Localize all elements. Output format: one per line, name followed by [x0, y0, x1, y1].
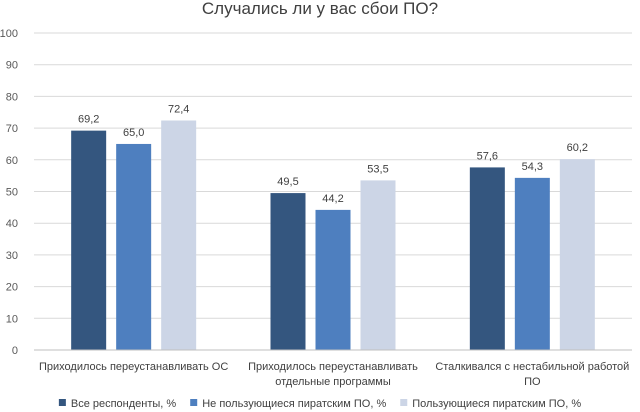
bar — [71, 130, 107, 350]
legend-label: Не пользующиеся пиратским ПО, % — [202, 398, 386, 410]
category-labels: Приходилось переустанавливать ОС Приходил… — [39, 361, 629, 388]
bar — [270, 193, 306, 350]
legend-item: Пользующиеся пиратским ПО, % — [400, 398, 581, 410]
category-label: отдельные программы — [275, 376, 391, 388]
category-label: ПО — [524, 376, 541, 388]
bar — [315, 209, 351, 350]
bar — [360, 180, 396, 350]
y-axis-ticks: 0 10 20 30 40 50 60 70 80 90 100 — [0, 28, 18, 357]
y-tick-label: 40 — [6, 218, 18, 230]
data-label: 44,2 — [322, 193, 343, 205]
y-tick-label: 60 — [6, 155, 18, 167]
legend-item: Не пользующиеся пиратским ПО, % — [190, 398, 386, 410]
y-tick-label: 70 — [6, 123, 18, 135]
data-label: 60,2 — [567, 142, 588, 154]
y-tick-label: 30 — [6, 250, 18, 262]
y-tick-label: 10 — [6, 313, 18, 325]
bars — [71, 120, 595, 350]
y-tick-label: 50 — [6, 187, 18, 199]
legend-swatch — [58, 399, 66, 406]
y-tick-label: 20 — [6, 282, 18, 294]
category-label: Приходилось переустанавливать ОС — [39, 361, 228, 373]
category-label: Приходилось переустанавливать — [248, 361, 418, 373]
y-tick-label: 100 — [0, 28, 18, 40]
legend-item: Все респонденты, % — [58, 398, 177, 410]
bar — [116, 143, 152, 350]
bar — [161, 120, 197, 350]
legend-label: Все респонденты, % — [71, 398, 177, 410]
legend-swatch — [190, 399, 198, 406]
data-label: 49,5 — [277, 176, 298, 188]
bar — [559, 159, 595, 350]
data-labels: 69,2 65,0 72,4 49,5 44,2 53,5 57,6 54,3 60,2 — [78, 103, 588, 204]
data-label: 57,6 — [477, 150, 498, 162]
legend: Все респонденты, % Не пользующиеся пиратс… — [58, 398, 581, 410]
bar — [514, 177, 550, 350]
y-tick-label: 90 — [6, 60, 18, 72]
data-label: 69,2 — [78, 114, 99, 126]
legend-swatch — [400, 399, 408, 406]
chart-title: Случались ли у вас сбои ПО? — [202, 0, 438, 18]
data-label: 65,0 — [123, 127, 144, 139]
y-tick-label: 0 — [12, 345, 18, 357]
bar — [469, 167, 505, 350]
data-label: 72,4 — [168, 103, 189, 115]
y-tick-label: 80 — [6, 91, 18, 103]
data-label: 53,5 — [367, 163, 388, 175]
data-label: 54,3 — [522, 161, 543, 173]
legend-label: Пользующиеся пиратским ПО, % — [412, 398, 581, 410]
category-label: Сталкивался с нестабильной работой — [435, 361, 629, 373]
